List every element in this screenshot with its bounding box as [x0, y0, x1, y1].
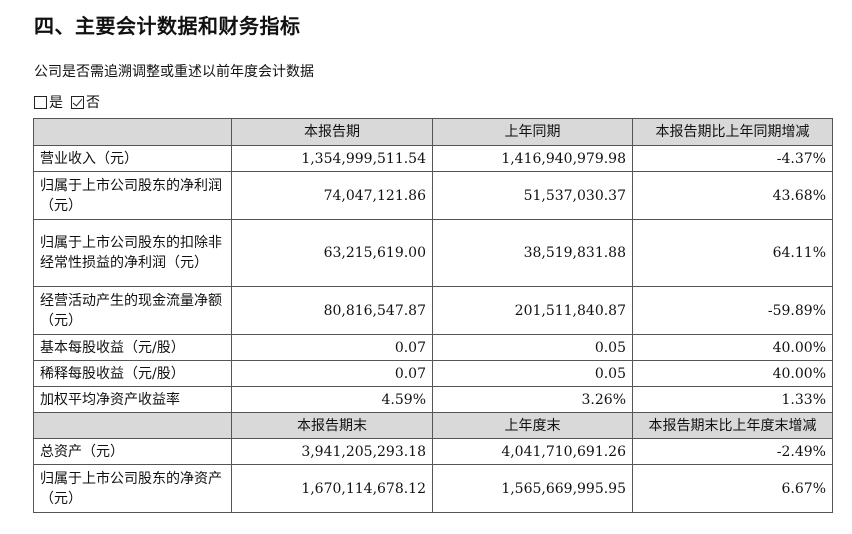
row-label: 基本每股收益（元/股） — [33, 334, 232, 361]
header-cell: 上年同期 — [432, 118, 633, 146]
table-row: 归属于上市公司股东的净资产（元） 1,670,114,678.12 1,565,… — [33, 464, 833, 513]
value-cell: 63,215,619.00 — [231, 219, 433, 287]
value-cell: 40.00% — [632, 334, 833, 361]
value-cell: 1,416,940,979.98 — [432, 145, 633, 172]
value-cell: 80,816,547.87 — [231, 286, 433, 335]
value-cell: 4.59% — [231, 386, 433, 413]
row-label: 总资产（元） — [33, 438, 232, 465]
value-cell: 0.05 — [432, 334, 633, 361]
value-cell: 74,047,121.86 — [231, 171, 433, 220]
header-cell: 本报告期 — [231, 118, 433, 146]
row-label: 营业收入（元） — [33, 145, 232, 172]
row-label: 归属于上市公司股东的扣除非经常性损益的净利润（元） — [33, 219, 232, 287]
header-cell: 本报告期末比上年度末增减 — [632, 412, 833, 439]
table-row: 归属于上市公司股东的扣除非经常性损益的净利润（元） 63,215,619.00 … — [33, 219, 833, 287]
row-label: 归属于上市公司股东的净利润（元） — [33, 171, 232, 220]
table-row: 加权平均净资产收益率 4.59% 3.26% 1.33% — [33, 386, 833, 413]
value-cell: -2.49% — [632, 438, 833, 465]
value-cell: 38,519,831.88 — [432, 219, 633, 287]
table-header-period: 本报告期 上年同期 本报告期比上年同期增减 — [33, 118, 833, 146]
restatement-options: 是 否 — [34, 92, 108, 112]
value-cell: 6.67% — [632, 464, 833, 513]
header-cell — [33, 412, 232, 439]
value-cell: 1,565,669,995.95 — [432, 464, 633, 513]
row-label: 经营活动产生的现金流量净额（元） — [33, 286, 232, 335]
value-cell: 43.68% — [632, 171, 833, 220]
header-cell: 上年度末 — [432, 412, 633, 439]
option-no-label: 否 — [86, 95, 100, 111]
table-row: 归属于上市公司股东的净利润（元） 74,047,121.86 51,537,03… — [33, 171, 833, 220]
restatement-question: 公司是否需追溯调整或重述以前年度会计数据 — [34, 64, 314, 80]
value-cell: 0.05 — [432, 360, 633, 387]
row-label: 稀释每股收益（元/股） — [33, 360, 232, 387]
value-cell: 1,670,114,678.12 — [231, 464, 433, 513]
checkbox-no[interactable] — [71, 95, 84, 109]
value-cell: 1.33% — [632, 386, 833, 413]
checkbox-yes[interactable] — [34, 95, 47, 109]
row-label: 归属于上市公司股东的净资产（元） — [33, 464, 232, 513]
table-row: 营业收入（元） 1,354,999,511.54 1,416,940,979.9… — [33, 145, 833, 172]
value-cell: 64.11% — [632, 219, 833, 287]
value-cell: -4.37% — [632, 145, 833, 172]
value-cell: 51,537,030.37 — [432, 171, 633, 220]
value-cell: 3,941,205,293.18 — [231, 438, 433, 465]
table-row: 经营活动产生的现金流量净额（元） 80,816,547.87 201,511,8… — [33, 286, 833, 335]
table-row: 总资产（元） 3,941,205,293.18 4,041,710,691.26… — [33, 438, 833, 465]
table-header-period-end: 本报告期末 上年度末 本报告期末比上年度末增减 — [33, 412, 833, 439]
value-cell: 4,041,710,691.26 — [432, 438, 633, 465]
value-cell: 0.07 — [231, 360, 433, 387]
table-row: 稀释每股收益（元/股） 0.07 0.05 40.00% — [33, 360, 833, 387]
header-cell: 本报告期末 — [231, 412, 433, 439]
section-title: 四、主要会计数据和财务指标 — [34, 14, 301, 38]
header-cell: 本报告期比上年同期增减 — [632, 118, 833, 146]
table-row: 基本每股收益（元/股） 0.07 0.05 40.00% — [33, 334, 833, 361]
financial-indicators-table: 本报告期 上年同期 本报告期比上年同期增减 营业收入（元） 1,354,999,… — [33, 118, 833, 513]
value-cell: 40.00% — [632, 360, 833, 387]
option-yes-label: 是 — [49, 95, 63, 111]
value-cell: 0.07 — [231, 334, 433, 361]
row-label: 加权平均净资产收益率 — [33, 386, 232, 413]
value-cell: 201,511,840.87 — [432, 286, 633, 335]
value-cell: 3.26% — [432, 386, 633, 413]
value-cell: 1,354,999,511.54 — [231, 145, 433, 172]
value-cell: -59.89% — [632, 286, 833, 335]
header-cell — [33, 118, 232, 146]
